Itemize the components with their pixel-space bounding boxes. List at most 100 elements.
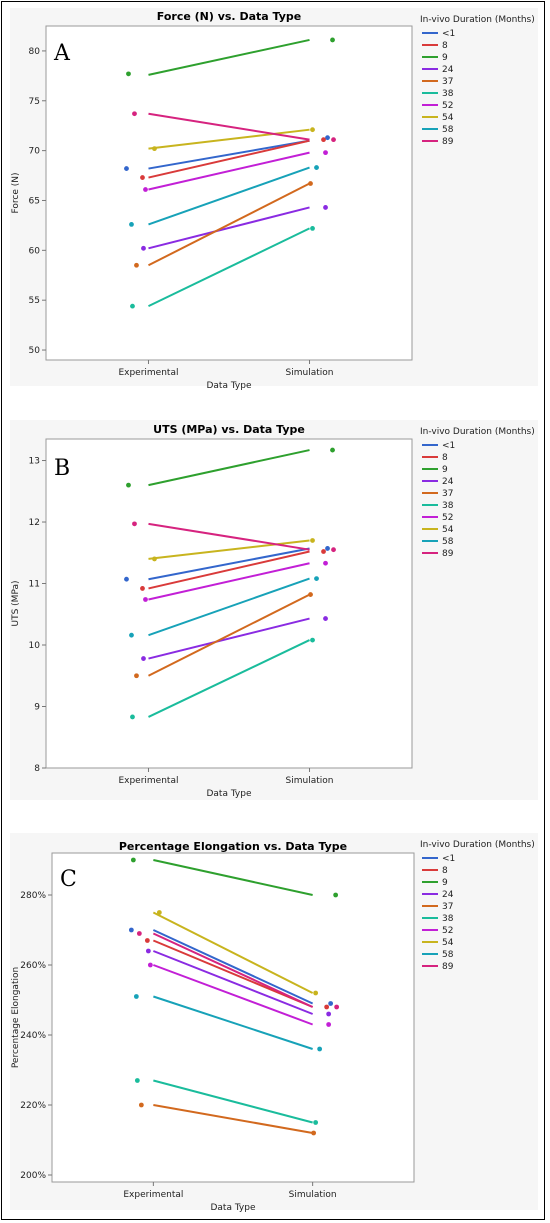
legend-entry-58: 58 (442, 537, 454, 547)
legend-entry-54: 54 (442, 113, 454, 123)
legend-entry-38: 38 (442, 914, 454, 924)
y-tick-label: 13 (29, 457, 40, 467)
series-line-89 (148, 522, 310, 551)
data-point-experimental-52 (147, 962, 153, 968)
series-line-58 (148, 166, 310, 226)
legend-entry-38: 38 (442, 89, 454, 99)
y-tick-label: 8 (34, 764, 40, 774)
series-line-9 (148, 38, 310, 76)
y-tick-label: 12 (29, 518, 40, 528)
y-axis-label: Percentage Elongation (11, 967, 21, 1068)
data-point-simulation-58 (314, 576, 319, 581)
data-point-experimental-54 (152, 146, 157, 152)
panel-letter: B (54, 456, 70, 481)
data-point-simulation-24 (323, 616, 328, 621)
series-line-37 (153, 1104, 313, 1134)
series-line-38 (148, 639, 310, 718)
series-line-24 (148, 617, 310, 660)
legend-title: In-vivo Duration (Months) (420, 15, 535, 25)
series-line-37 (148, 182, 310, 267)
y-tick-label: 55 (29, 296, 40, 306)
data-point-experimental-9 (126, 482, 131, 488)
data-point-experimental-9 (126, 71, 131, 77)
data-point-experimental-24 (141, 245, 146, 251)
series-line-8 (152, 939, 314, 1008)
x-axis-label: Data Type (206, 789, 251, 799)
panel-letter: C (60, 867, 77, 892)
legend-entry-58: 58 (442, 125, 454, 135)
legend-entry-54: 54 (442, 525, 454, 535)
series-line-54 (152, 911, 314, 994)
series-line-24 (148, 206, 310, 250)
y-tick-label: 70 (29, 147, 41, 157)
data-point-experimental-58 (133, 994, 139, 999)
y-tick-label: 9 (34, 703, 40, 713)
data-point-experimental-9 (130, 857, 136, 863)
legend-entry-89: 89 (442, 549, 454, 559)
y-axis-label: UTS (MPa) (11, 581, 21, 627)
data-point-experimental-89 (136, 931, 142, 936)
legend-entry-37: 37 (442, 902, 453, 912)
data-point-simulation-9 (330, 447, 335, 453)
legend-entry-52: 52 (442, 101, 453, 111)
data-point-experimental-52 (143, 187, 148, 192)
legend-entry-8: 8 (442, 453, 448, 463)
data-point-simulation-8 (321, 137, 326, 143)
series-line-58 (148, 577, 310, 637)
data-point-experimental-<1 (128, 927, 134, 933)
x-tick-label: Simulation (286, 368, 334, 378)
chart-title: UTS (MPa) vs. Data Type (153, 423, 305, 436)
data-point-simulation-37 (308, 592, 313, 597)
data-point-experimental-37 (134, 262, 139, 268)
y-tick-label: 280% (20, 891, 46, 901)
data-point-simulation-54 (310, 127, 315, 133)
y-tick-label: 200% (20, 1171, 46, 1181)
legend-entry-24: 24 (442, 477, 454, 487)
series-line-8 (148, 139, 310, 179)
data-point-experimental-54 (156, 910, 162, 915)
chart-panel-A: Force (N) vs. Data Type A 50 55 60 65 70 75 80 Ex… (10, 8, 538, 391)
data-point-simulation-38 (310, 637, 315, 643)
series-line-38 (148, 227, 310, 308)
data-point-simulation-89 (331, 547, 336, 553)
data-point-experimental-89 (132, 521, 137, 527)
data-point-experimental-38 (134, 1078, 140, 1083)
data-point-simulation-8 (324, 1004, 330, 1010)
legend-entry-54: 54 (442, 938, 454, 948)
legend-title: In-vivo Duration (Months) (420, 427, 535, 437)
data-point-simulation-8 (321, 549, 326, 554)
legend-entry-52: 52 (442, 926, 453, 936)
data-point-simulation-58 (314, 165, 319, 170)
x-tick-label: Experimental (118, 368, 178, 378)
data-point-simulation-37 (311, 1130, 317, 1136)
chart-title: Force (N) vs. Data Type (157, 10, 301, 23)
data-point-experimental-24 (145, 948, 151, 954)
series-line-58 (153, 995, 313, 1050)
y-tick-label: 80 (29, 47, 41, 57)
y-axis-label: Force (N) (11, 173, 21, 214)
y-tick-label: 220% (20, 1101, 46, 1111)
data-point-simulation-52 (323, 560, 328, 566)
x-tick-label: Simulation (289, 1190, 337, 1200)
data-point-simulation-52 (323, 150, 328, 156)
series-line-37 (148, 593, 310, 677)
chart-panel-B: UTS (MPa) vs. Data TypeB8910111213Experi… (10, 420, 538, 800)
data-point-experimental-58 (129, 632, 134, 638)
y-tick-label: 65 (29, 196, 40, 206)
data-point-experimental-89 (132, 111, 137, 117)
legend-entry-8: 8 (442, 41, 448, 51)
series-line-9 (153, 859, 313, 896)
legend-entry-<1: <1 (442, 29, 455, 39)
series-line-<1 (148, 139, 310, 170)
series-line-89 (152, 932, 314, 1008)
data-point-simulation-24 (326, 1011, 332, 1017)
x-axis-label: Data Type (210, 1203, 255, 1213)
series-line-24 (152, 950, 314, 1015)
data-point-simulation-52 (326, 1022, 332, 1027)
y-tick-label: 240% (20, 1031, 46, 1041)
series-line-9 (148, 449, 310, 487)
plot-area (45, 438, 413, 769)
data-point-experimental-<1 (124, 576, 129, 582)
x-axis-label: Data Type (206, 381, 251, 391)
